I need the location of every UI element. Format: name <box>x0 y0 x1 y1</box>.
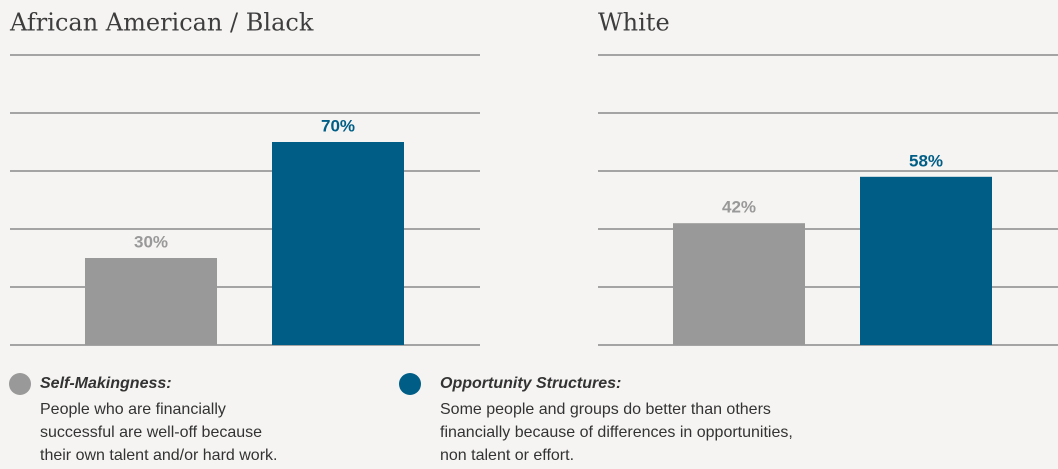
value-label: 58% <box>909 151 943 170</box>
legend-name: Self-Makingness: <box>40 375 172 392</box>
legend-swatch <box>399 373 421 395</box>
legend-description: their own talent and/or hard work. <box>40 447 277 464</box>
legend-name: Opportunity Structures: <box>440 375 621 392</box>
value-label: 30% <box>134 232 168 251</box>
legend-description: Some people and groups do better than ot… <box>440 401 771 418</box>
legend-swatch <box>9 373 31 395</box>
chart-title: African American / Black <box>9 9 314 37</box>
legend-description: financially because of differences in op… <box>440 424 793 441</box>
chart-title: White <box>598 9 670 37</box>
value-label: 42% <box>722 198 756 217</box>
legend-description: successful are well-off because <box>40 424 262 441</box>
value-label: 70% <box>321 116 355 135</box>
bar <box>860 176 992 345</box>
legend-description: non talent or effort. <box>440 447 574 464</box>
bar <box>272 142 404 345</box>
bar <box>85 258 217 345</box>
bar <box>673 223 805 345</box>
legend-description: People who are financially <box>40 401 226 418</box>
